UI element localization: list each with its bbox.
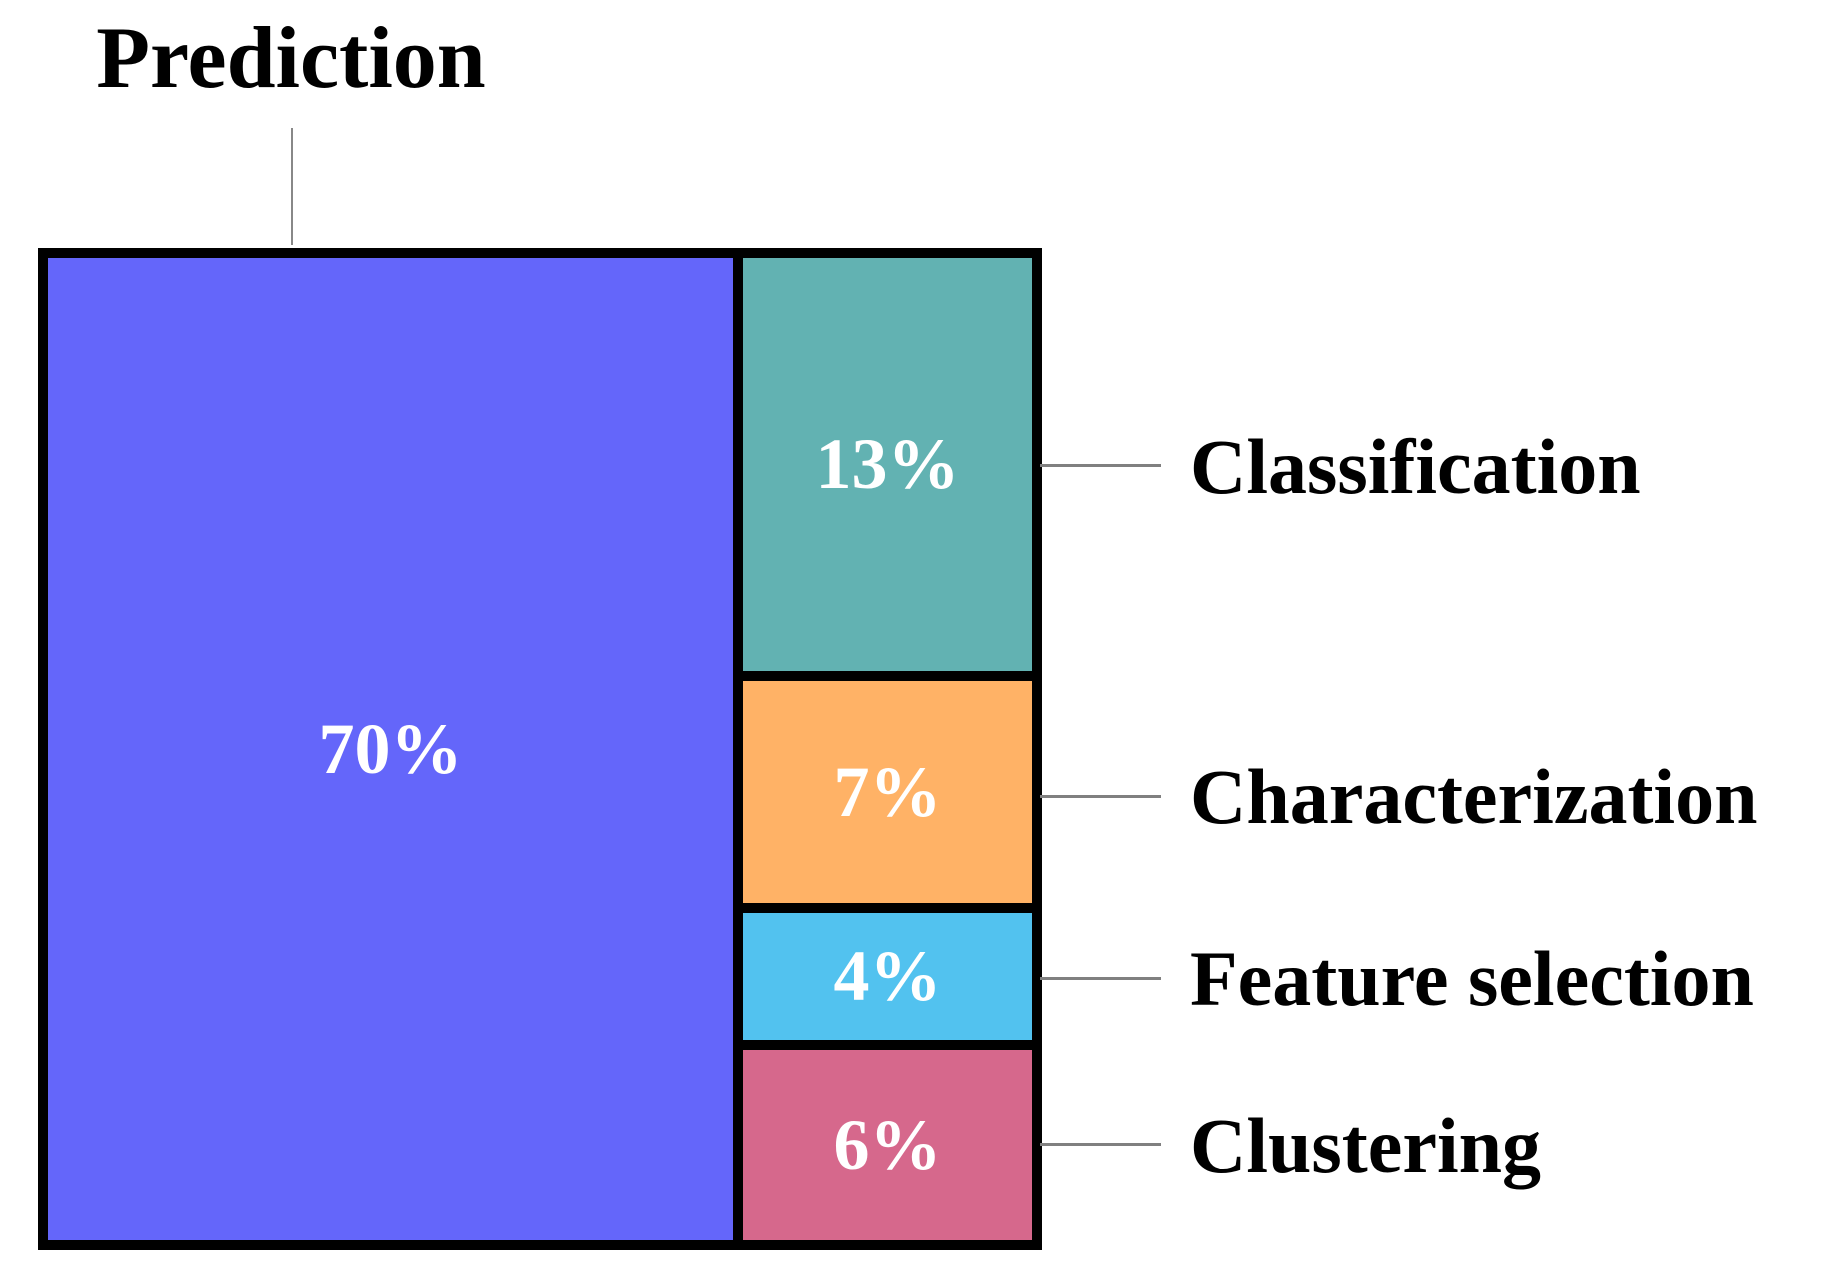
treemap-right-column: 13% 7% 4% 6% [743, 258, 1032, 1241]
treemap-cell-clustering: 6% [743, 1049, 1032, 1241]
leader-line-clustering [1040, 1143, 1161, 1146]
cell-value-label-feature-selection: 4% [833, 936, 942, 1017]
category-label-clustering: Clustering [1190, 1102, 1541, 1189]
cell-value-label-classification: 13% [815, 424, 960, 505]
category-label-feature-selection: Feature selection [1190, 935, 1754, 1022]
category-label-classification: Classification [1190, 423, 1641, 510]
treemap: 70% 13% 7% 4% 6% [38, 248, 1042, 1250]
cell-value-label-clustering: 6% [833, 1104, 942, 1185]
cell-value-label-characterization: 7% [833, 751, 942, 832]
leader-line-classification [1040, 464, 1161, 467]
leader-line-feature-selection [1040, 977, 1161, 980]
treemap-cell-characterization: 7% [743, 680, 1032, 903]
chart-title: Prediction [96, 10, 486, 107]
category-label-characterization: Characterization [1190, 753, 1758, 840]
treemap-cell-classification: 13% [743, 258, 1032, 671]
title-leader-line [291, 128, 293, 245]
treemap-cell-feature-selection: 4% [743, 912, 1032, 1040]
cell-value-label-prediction: 70% [318, 709, 463, 789]
treemap-cell-prediction: 70% [48, 258, 733, 1240]
leader-line-characterization [1040, 795, 1161, 798]
